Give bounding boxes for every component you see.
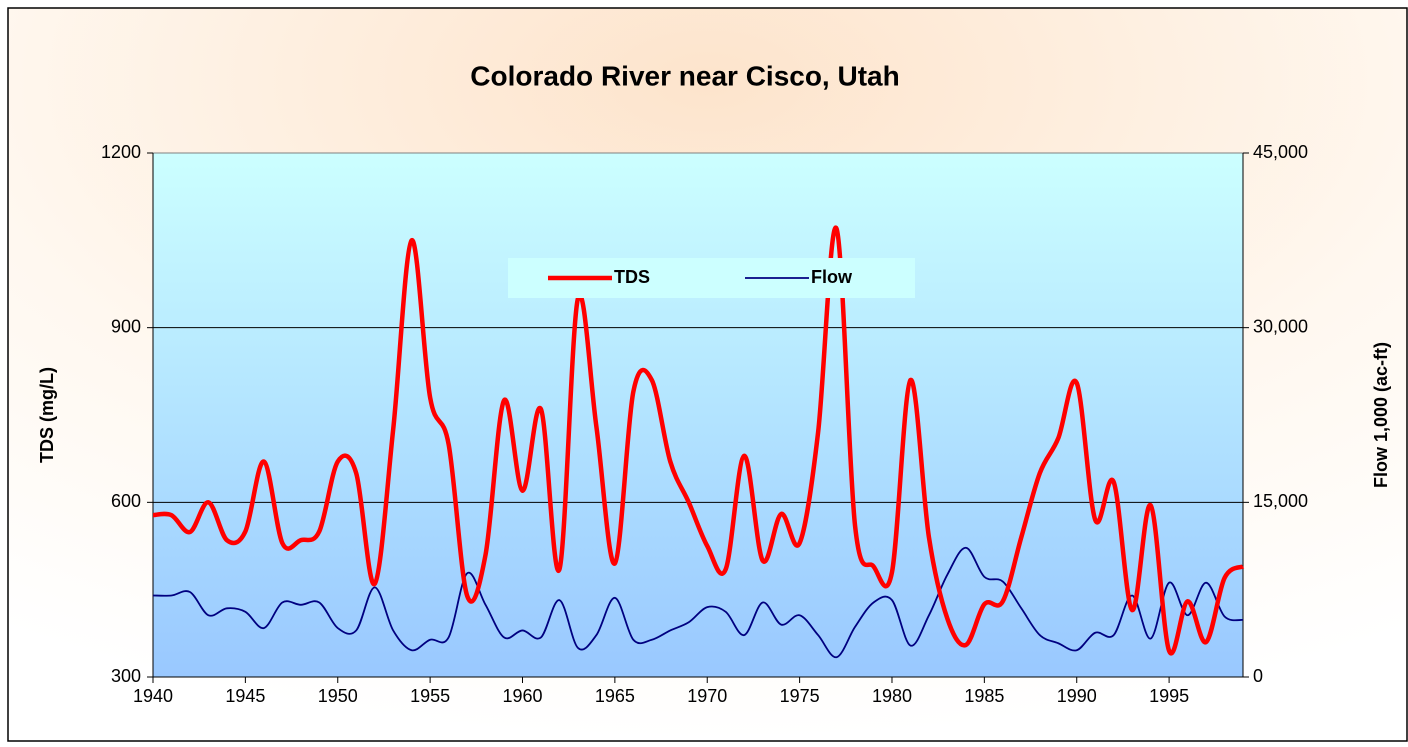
lines: [152, 225, 1245, 659]
legend: TDS Flow: [548, 267, 853, 287]
series-line: [152, 225, 1245, 656]
x-tick-label: 1945: [225, 686, 265, 706]
y2-tick-label: 15,000: [1253, 491, 1308, 511]
x-tick-label: 1975: [780, 686, 820, 706]
grid: [147, 152, 1249, 683]
series-line: [152, 546, 1244, 659]
y-axis-label: TDS (mg/L): [37, 367, 57, 463]
x-tick-label: 1980: [872, 686, 912, 706]
y2-tick-label: 45,000: [1253, 142, 1308, 162]
x-tick-label: 1955: [410, 686, 450, 706]
y-tick-label: 900: [111, 316, 141, 336]
y-tick-label: 300: [111, 666, 141, 686]
plot-area: [152, 152, 1244, 678]
chart-title: Colorado River near Cisco, Utah: [470, 60, 899, 91]
x-tick-label: 1970: [687, 686, 727, 706]
y2-tick-label: 0: [1253, 666, 1263, 686]
x-tick-label: 1985: [964, 686, 1004, 706]
x-tick-label: 1960: [502, 686, 542, 706]
x-tick-label: 1950: [318, 686, 358, 706]
legend-label: Flow: [811, 267, 853, 287]
y2-axis-label: Flow 1,000 (ac-ft): [1371, 342, 1391, 488]
x-tick-label: 1940: [133, 686, 173, 706]
x-tick-label: 1995: [1149, 686, 1189, 706]
x-tick-label: 1965: [595, 686, 635, 706]
y-tick-label: 1200: [101, 142, 141, 162]
x-tick-label: 1990: [1057, 686, 1097, 706]
y-tick-label: 600: [111, 491, 141, 511]
y2-tick-label: 30,000: [1253, 316, 1308, 336]
legend-label: TDS: [614, 267, 650, 287]
